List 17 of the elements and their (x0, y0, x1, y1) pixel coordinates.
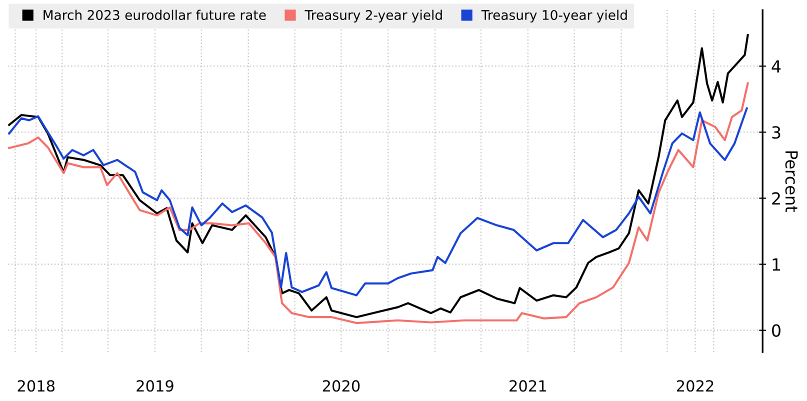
line-series (8, 107, 748, 296)
legend-label: March 2023 eurodollar future rate (44, 10, 266, 20)
line-series (8, 82, 749, 324)
y-tick-label: 2 (772, 192, 780, 205)
line-series (8, 34, 749, 318)
x-tick-label: 2019 (136, 380, 174, 392)
x-tick-label: 2022 (676, 380, 714, 392)
y-tick-label: 1 (772, 258, 780, 271)
x-tick-label: 2018 (18, 380, 55, 392)
legend-label: Treasury 10-year yield (481, 10, 627, 23)
x-tick-label: 2021 (510, 380, 546, 392)
y-tick-label: 3 (772, 126, 780, 139)
y-tick-label: 4 (772, 60, 781, 72)
legend-label: Treasury 2-year yield (304, 10, 442, 23)
y-axis-title: Percent (785, 151, 798, 212)
x-tick-label: 2020 (322, 380, 360, 392)
y-tick-label: 0 (772, 324, 780, 337)
